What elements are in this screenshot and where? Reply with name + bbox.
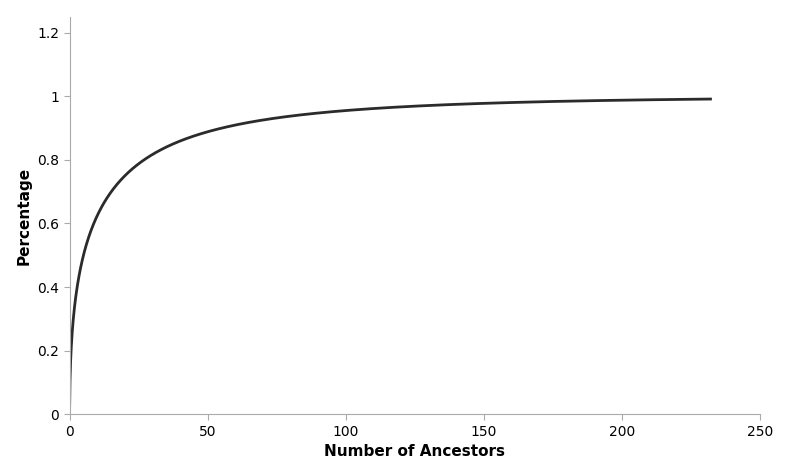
Y-axis label: Percentage: Percentage (17, 167, 32, 265)
X-axis label: Number of Ancestors: Number of Ancestors (325, 444, 506, 459)
